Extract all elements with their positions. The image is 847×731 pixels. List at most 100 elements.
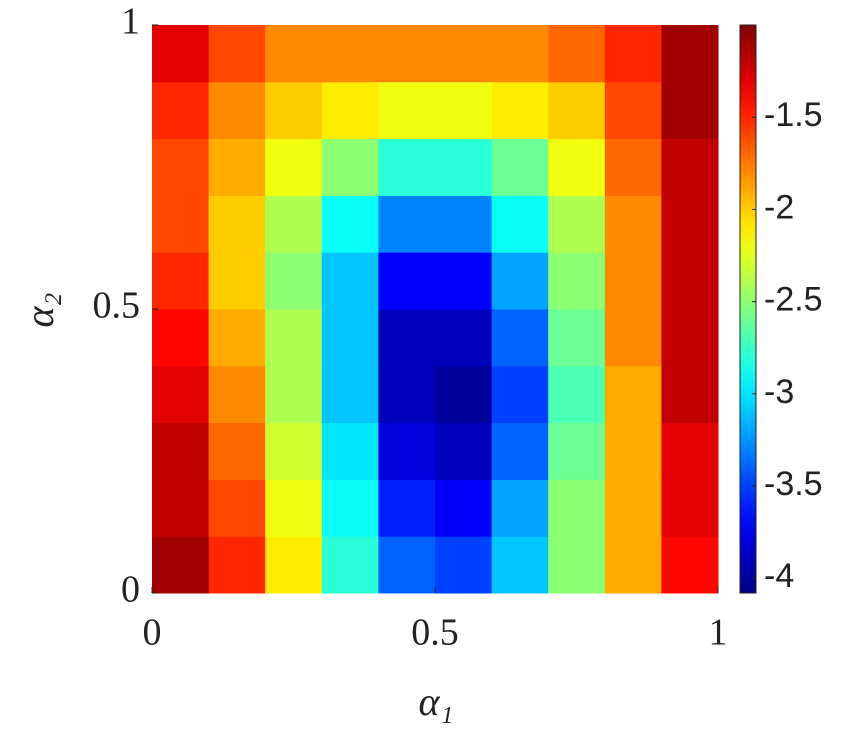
heat-cell [378,195,436,253]
heat-cell [491,25,549,83]
heat-cell [491,252,549,310]
heat-cell [491,195,549,253]
heat-cell [321,195,379,253]
heat-cell [265,25,323,83]
heat-cell [378,365,436,424]
heat-cell [435,138,493,196]
heat-cell [661,422,719,480]
heat-cell [661,195,719,253]
heat-cell [265,252,323,310]
heat-cell [661,252,719,310]
heat-cell [435,479,493,537]
heat-cell [491,309,549,367]
heat-cell [321,309,379,367]
heat-cell [321,138,379,196]
heat-cell [548,138,606,196]
heat-cell [604,422,662,480]
heat-cell [604,365,662,424]
heat-cell [491,422,549,480]
heat-cell [208,81,266,140]
heat-cell [435,195,493,253]
heat-cell [435,81,493,140]
heat-cell [548,81,606,140]
heat-cell [321,536,379,594]
heat-cell [604,479,662,537]
heat-cell [152,25,210,83]
heat-cell [378,138,436,196]
heat-cell [604,252,662,310]
y-tick-label: 0.5 [93,285,141,327]
heat-cell [604,25,662,83]
heat-cell [435,25,493,83]
heat-cell [321,252,379,310]
heat-cell [378,536,436,594]
heat-cell [548,536,606,594]
heat-cell [208,479,266,537]
heat-cell [378,479,436,537]
heat-cell [321,365,379,424]
heat-cell [435,365,493,424]
heat-cell [491,365,549,424]
heat-cell [265,536,323,594]
heat-cell [378,25,436,83]
heat-cell [208,365,266,424]
heat-cell [661,365,719,424]
heat-cell [435,536,493,594]
heat-cell [321,479,379,537]
heat-cell [208,25,266,83]
heat-cell [548,309,606,367]
heat-cell [265,422,323,480]
heat-cell [265,479,323,537]
heat-cell [208,138,266,196]
heat-cell [604,309,662,367]
heat-cell [604,81,662,140]
heat-cell [548,25,606,83]
heat-cell [661,479,719,537]
heat-cell [548,195,606,253]
heatmap [152,25,719,594]
heat-cell [661,81,719,140]
y-tick-label: 0 [121,569,140,611]
heat-cell [265,138,323,196]
heat-cell [661,138,719,196]
heat-cell [604,138,662,196]
heat-cell [661,536,719,594]
heat-cell [265,195,323,253]
heat-cell [208,195,266,253]
heat-cell [435,422,493,480]
heat-cell [208,536,266,594]
heat-cell [548,365,606,424]
heat-cell [604,536,662,594]
colorbar-tick-label: -1.5 [764,96,823,134]
heat-cell [265,365,323,424]
heat-cell [208,252,266,310]
heat-cell [321,81,379,140]
colorbar-tick-label: -3.5 [764,465,823,503]
heat-cell [152,81,210,140]
colorbar-tick-label: -4 [764,557,794,595]
heat-cell [208,309,266,367]
heat-cell [491,536,549,594]
heat-cell [378,422,436,480]
heat-cell [152,422,210,480]
heat-cell [321,25,379,83]
heat-cell [152,479,210,537]
colorbar [739,24,757,594]
heat-cell [491,479,549,537]
heat-cell [152,252,210,310]
x-tick-label: 0 [143,612,162,654]
heat-cell [491,81,549,140]
y-axis-label: α₂ [17,293,62,328]
heat-cell [661,25,719,83]
heat-cell [152,365,210,424]
heat-cell [604,195,662,253]
colorbar-tick-label: -2.5 [764,281,823,319]
heat-cell [152,536,210,594]
heat-cell [265,81,323,140]
colorbar-tick-label: -3 [764,373,794,411]
heat-cell [491,138,549,196]
x-tick-label: 1 [709,612,728,654]
colorbar-tick-label: -2 [764,188,794,226]
heat-cell [152,138,210,196]
